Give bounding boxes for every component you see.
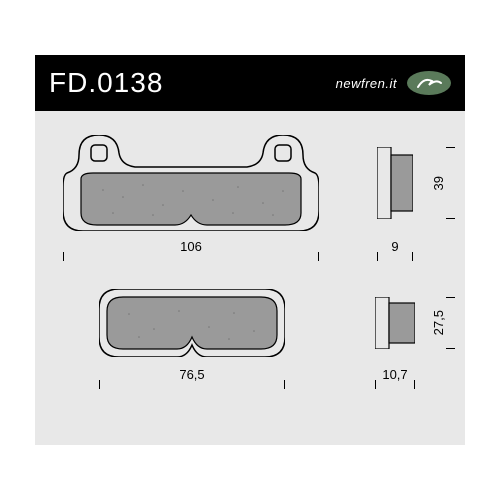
dim-label: 9 — [391, 239, 398, 254]
dim-top-thick: 9 — [377, 239, 413, 255]
bottom-pad-front — [99, 289, 285, 357]
dim-label: 27,5 — [431, 310, 446, 335]
dim-label: 76,5 — [179, 367, 204, 382]
diagram-area: 106 9 39 76,5 10,7 27,5 — [35, 111, 465, 445]
dim-label: 39 — [431, 176, 446, 190]
top-pad-front — [63, 135, 319, 231]
header-bar: FD.0138 newfren.it — [35, 55, 465, 111]
brand-area: newfren.it — [336, 71, 451, 95]
dim-top-height: 39 — [431, 147, 447, 219]
brand-text: newfren.it — [336, 76, 397, 91]
brand-logo-icon — [407, 71, 451, 95]
dim-label: 10,7 — [382, 367, 407, 382]
bottom-pad-side — [375, 297, 415, 349]
dim-bot-width: 76,5 — [99, 367, 285, 383]
dim-label: 106 — [180, 239, 202, 254]
dim-bot-thick: 10,7 — [375, 367, 415, 383]
top-pad-side — [377, 147, 413, 219]
dim-top-width: 106 — [63, 239, 319, 255]
product-code: FD.0138 — [49, 67, 163, 99]
dim-bot-height: 27,5 — [431, 297, 447, 349]
